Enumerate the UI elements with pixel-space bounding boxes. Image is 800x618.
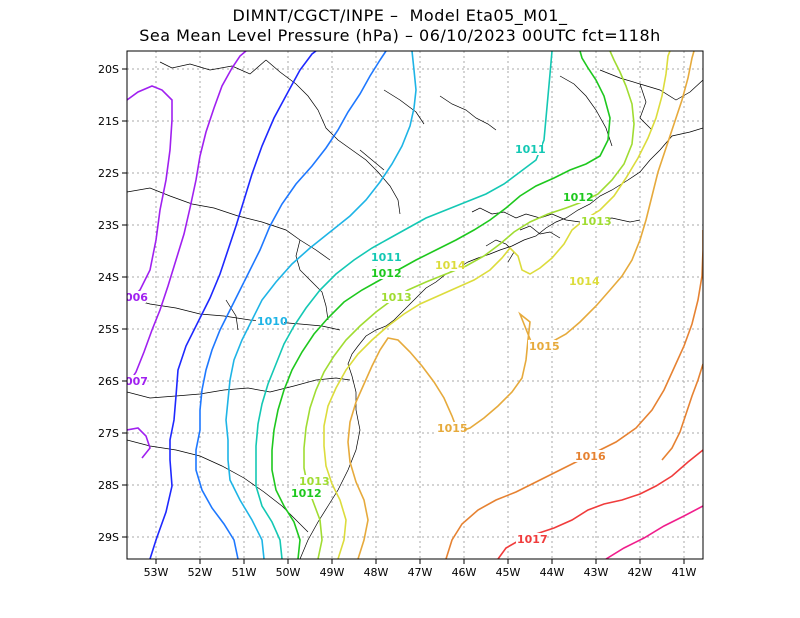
lon-label: 50W (276, 566, 301, 579)
contour-label: 1012 (291, 487, 322, 500)
isobar-1008 (149, 51, 317, 559)
isobar-1013 (303, 51, 635, 559)
lat-label: 28S (98, 479, 119, 492)
contour-label: 1012 (371, 267, 402, 280)
isobar-1015 (347, 51, 695, 559)
isobar-1012 (271, 51, 611, 559)
lat-label: 26S (98, 375, 119, 388)
contour-label: 1011 (515, 143, 546, 156)
lat-label: 24S (98, 271, 119, 284)
lon-label: 46W (452, 566, 477, 579)
lat-label: 29S (98, 531, 119, 544)
isobar-1009 (195, 51, 387, 559)
coastline-borders (127, 59, 703, 559)
contour-labels: 006 007 1010 1011 1011 1012 1012 1012 10… (125, 143, 612, 546)
chart-title-line2: Sea Mean Level Pressure (hPa) – 06/10/20… (139, 26, 661, 45)
contour-label: 1013 (381, 291, 412, 304)
plot-frame (126, 50, 704, 560)
lat-label: 27S (98, 427, 119, 440)
lon-label: 41W (672, 566, 697, 579)
isobar-1010 (225, 51, 417, 559)
contour-label: 1013 (581, 215, 612, 228)
contour-label: 007 (125, 375, 148, 388)
axis-ticks (122, 68, 685, 564)
contour-label: 1015 (437, 422, 468, 435)
contour-label: 006 (125, 291, 148, 304)
lon-label: 42W (628, 566, 653, 579)
isobar-1011 (255, 51, 553, 559)
lon-label: 43W (584, 566, 609, 579)
lon-label: 52W (188, 566, 213, 579)
contour-label: 1014 (569, 275, 600, 288)
contour-label: 1015 (529, 340, 560, 353)
contour-label: 1010 (257, 315, 288, 328)
chart-title-line1: DIMNT/CGCT/INPE – Model Eta05_M01_ (232, 6, 568, 25)
lat-label: 21S (98, 115, 119, 128)
contour-label: 1016 (575, 450, 606, 463)
lon-label: 44W (540, 566, 565, 579)
isobar-1007 (127, 51, 247, 387)
lat-label: 22S (98, 167, 119, 180)
contour-label: 1012 (563, 191, 594, 204)
lon-label: 45W (496, 566, 521, 579)
isobar-1018 (605, 505, 703, 559)
isobar-1007b (127, 427, 151, 459)
lat-label: 23S (98, 219, 119, 232)
lon-label: 53W (144, 566, 169, 579)
isobar-1016 (445, 230, 703, 559)
isobar-contours (127, 51, 703, 559)
lat-labels: 20S 21S 22S 23S 24S 25S 26S 27S 28S 29S (98, 63, 119, 544)
contour-label: 1013 (299, 475, 330, 488)
contour-label: 1014 (435, 259, 466, 272)
lat-label: 20S (98, 63, 119, 76)
lon-label: 51W (232, 566, 257, 579)
lon-label: 48W (364, 566, 389, 579)
lon-label: 47W (408, 566, 433, 579)
lon-labels: 53W 52W 51W 50W 49W 48W 47W 46W 45W 44W … (144, 566, 697, 579)
contour-label: 1017 (517, 533, 548, 546)
isobar-1014 (323, 51, 671, 559)
grid-lines (127, 51, 703, 559)
isobar-1016b (661, 363, 703, 461)
lat-label: 25S (98, 323, 119, 336)
lon-label: 49W (320, 566, 345, 579)
isobar-1006 (127, 85, 173, 303)
contour-label: 1011 (371, 251, 402, 264)
